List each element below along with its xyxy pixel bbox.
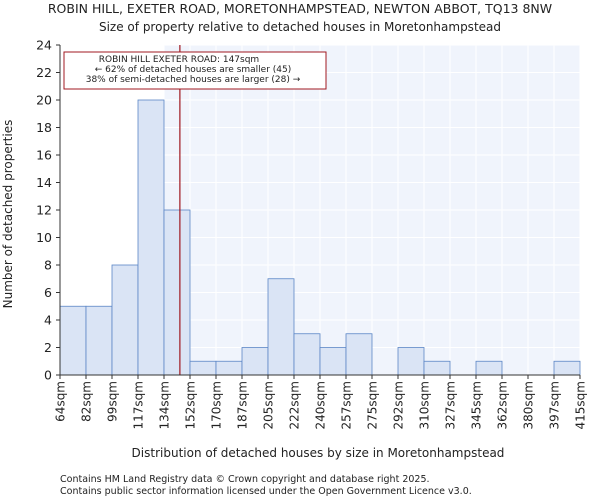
x-tick-label: 380sqm [522, 381, 536, 429]
chart-subtitle: Size of property relative to detached ho… [99, 20, 501, 34]
x-tick-label: 310sqm [418, 381, 432, 429]
annotation-box: ROBIN HILL EXETER ROAD: 147sqm ← 62% of … [63, 51, 327, 90]
bar [345, 333, 373, 376]
annotation-frame [63, 51, 327, 90]
x-tick-label: 292sqm [392, 381, 406, 429]
x-tick-label: 362sqm [496, 381, 510, 429]
bar [85, 305, 113, 376]
axes [56, 44, 581, 379]
x-tick-label: 152sqm [184, 381, 198, 429]
x-tick-label: 117sqm [132, 381, 146, 429]
y-axis-label: Number of detached properties [1, 120, 15, 309]
bars [59, 99, 581, 376]
bar [397, 347, 425, 376]
bar [293, 333, 321, 376]
x-axis-label: Distribution of detached houses by size … [132, 446, 505, 460]
bar [319, 347, 347, 376]
x-tick-label: 134sqm [158, 381, 172, 429]
y-tick-label: 16 [36, 148, 52, 163]
bar [111, 264, 139, 376]
y-tick-label: 22 [36, 65, 52, 80]
y-tick-label: 8 [44, 258, 52, 273]
bar [215, 360, 243, 376]
x-tick-labels: 64sqm 82sqm 99sqm 117sqm 134sqm 152sqm 170sqm 1… [54, 381, 588, 429]
y-tick-label: 4 [44, 313, 52, 328]
bar [163, 209, 191, 376]
x-tick-label: 240sqm [314, 381, 328, 429]
x-tick-label: 397sqm [548, 381, 562, 429]
y-tick-label: 2 [44, 340, 52, 355]
y-tick-label: 18 [36, 120, 52, 135]
x-tick-label: 170sqm [210, 381, 224, 429]
x-tick-label: 187sqm [236, 381, 250, 429]
annotation-line-3: 38% of semi-detached houses are larger (… [86, 75, 301, 85]
footer-line-1: Contains HM Land Registry data © Crown c… [60, 474, 430, 485]
y-tick-label: 24 [36, 38, 52, 53]
x-tick-label: 257sqm [340, 381, 354, 429]
x-tick-label: 82sqm [80, 381, 94, 422]
footer-line-2: Contains public sector information licen… [60, 486, 472, 497]
y-tick-label: 14 [36, 175, 52, 190]
x-tick-label: 345sqm [470, 381, 484, 429]
bar [189, 360, 217, 376]
x-tick-label: 275sqm [366, 381, 380, 429]
x-tick-label: 327sqm [444, 381, 458, 429]
y-tick-label: 10 [36, 230, 52, 245]
bar [475, 360, 503, 376]
bar [553, 360, 581, 376]
y-tick-label: 0 [44, 368, 52, 383]
x-tick-label: 205sqm [262, 381, 276, 429]
x-tick-label: 64sqm [54, 381, 68, 422]
y-tick-label: 20 [36, 93, 52, 108]
annotation-line-1: ROBIN HILL EXETER ROAD: 147sqm [99, 55, 259, 65]
chart-title: ROBIN HILL, EXETER ROAD, MORETONHAMPSTEA… [48, 1, 552, 16]
y-tick-label: 12 [36, 203, 52, 218]
bar [137, 99, 165, 376]
x-tick-label: 415sqm [574, 381, 588, 429]
bar [59, 305, 87, 376]
x-tick-label: 99sqm [106, 381, 120, 422]
y-tick-label: 6 [44, 285, 52, 300]
bar [267, 278, 295, 376]
bar [423, 360, 451, 376]
annotation-line-2: ← 62% of detached houses are smaller (45… [95, 65, 292, 75]
bar [241, 347, 269, 376]
x-tick-label: 222sqm [288, 381, 302, 429]
